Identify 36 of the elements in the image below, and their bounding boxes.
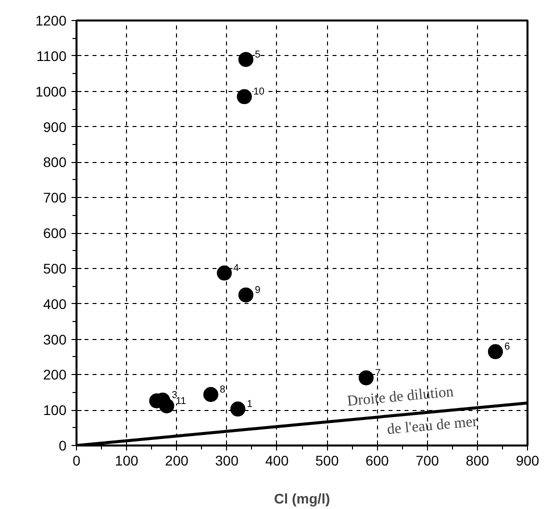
x-tick-label: 200 <box>165 452 189 468</box>
y-tick-label: 800 <box>43 154 67 170</box>
annotation: 5 <box>254 49 261 60</box>
y-tick-label: 1200 <box>35 12 67 28</box>
annotation: 7 <box>375 368 382 379</box>
x-tick-label: 900 <box>516 452 540 468</box>
y-tick-label: 100 <box>43 402 67 418</box>
y-tick-label: 700 <box>43 190 67 206</box>
x-tick-label: 300 <box>215 452 239 468</box>
annotation: 3 <box>172 390 178 402</box>
annotation: 1 <box>246 399 253 410</box>
annotation: 10 <box>253 86 265 98</box>
annotation: 6 <box>504 342 510 353</box>
y-tick-label: 200 <box>43 366 67 383</box>
y-tick-label: 400 <box>43 296 67 312</box>
y-tick-label: 500 <box>43 260 67 276</box>
x-tick-label: 800 <box>466 452 490 468</box>
annotation: 9 <box>254 284 261 296</box>
x-axis-title: Cl (mg/l) <box>274 490 330 506</box>
annotation: 11 <box>176 396 187 407</box>
x-tick-label: 700 <box>416 452 440 468</box>
annotation: de l'eau de mer <box>386 414 478 438</box>
annotation: Droite de dilution <box>346 384 455 410</box>
x-tick-label: 400 <box>265 452 289 468</box>
y-tick-label: 600 <box>43 225 67 241</box>
annotation: 4 <box>233 263 240 274</box>
annotation: 8 <box>220 384 226 396</box>
x-tick-label: 100 <box>114 452 139 468</box>
y-tick-label: 900 <box>43 118 67 135</box>
x-tick-label: 500 <box>315 452 339 468</box>
y-tick-label: 1000 <box>35 83 67 100</box>
y-tick-label: 1100 <box>36 48 67 64</box>
x-tick-label: 600 <box>365 452 390 468</box>
x-tick-label: 0 <box>72 452 81 468</box>
y-tick-label: 300 <box>43 331 67 348</box>
y-tick-label: 0 <box>58 438 67 454</box>
